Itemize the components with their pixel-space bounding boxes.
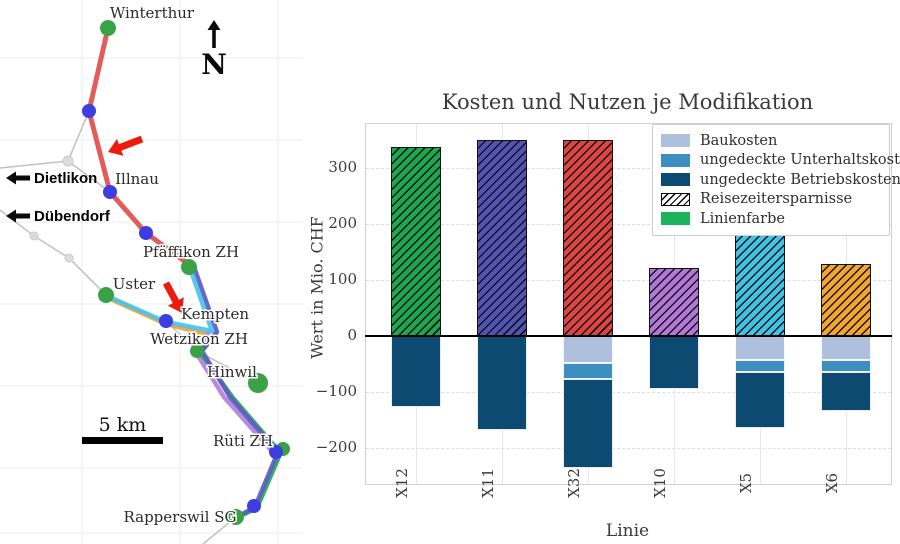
bar-positive bbox=[563, 140, 613, 336]
x-tick-text: X5 bbox=[737, 472, 755, 494]
station-dot-blue bbox=[139, 226, 153, 240]
y-tick-label: 100 bbox=[328, 269, 357, 288]
y-gridline bbox=[366, 223, 891, 225]
station-dot-blue bbox=[247, 499, 261, 513]
station-dot-gray bbox=[29, 231, 39, 241]
legend-swatch-icon bbox=[661, 212, 690, 226]
y-tick-label: 0 bbox=[347, 325, 357, 344]
legend-label: Baukosten bbox=[700, 132, 778, 149]
station-dot-gray bbox=[62, 155, 74, 167]
y-gridline bbox=[366, 392, 891, 394]
bar-negative-segment bbox=[563, 335, 613, 363]
bar-positive bbox=[391, 146, 441, 336]
legend-row: Linienfarbe bbox=[661, 209, 881, 229]
station-label: Wetzikon ZH bbox=[150, 330, 248, 348]
attention-arrow bbox=[108, 135, 144, 156]
scale-label: 5 km bbox=[99, 414, 147, 436]
rail-line bbox=[0, 209, 107, 296]
chart-title: Kosten und Nutzen je Modifikation bbox=[441, 90, 814, 114]
y-gridline bbox=[366, 279, 891, 281]
x-tick-text: X6 bbox=[823, 472, 841, 494]
route-line-X5-cyan bbox=[104, 265, 215, 334]
bar-positive bbox=[735, 234, 785, 336]
y-tick-label: 200 bbox=[328, 213, 357, 232]
bar-negative-segment bbox=[391, 335, 441, 407]
network-map: Dietlikon Dübendorf N 5 km Winterthur Illnau P… bbox=[0, 0, 303, 544]
station-dot-blue bbox=[269, 445, 283, 459]
bar-positive bbox=[477, 139, 527, 336]
y-tick-label: −100 bbox=[315, 382, 357, 401]
legend-swatch-icon bbox=[661, 173, 690, 187]
legend-label: Linienfarbe bbox=[700, 210, 785, 227]
station-dot-blue bbox=[159, 314, 173, 328]
x-tick-text: X10 bbox=[651, 468, 669, 498]
route-line-X10-purple bbox=[192, 328, 273, 452]
bar-negative-segment bbox=[821, 335, 871, 361]
route-line-X12-green bbox=[197, 331, 284, 521]
bar-negative-segment bbox=[821, 360, 871, 373]
station-dot-green bbox=[181, 259, 197, 275]
bar-negative-segment bbox=[563, 378, 613, 468]
chart-legend: Baukosten ungedeckte Unterhaltskosten unge… bbox=[652, 124, 900, 236]
bar-negative-segment bbox=[821, 372, 871, 412]
station-dot-blue bbox=[82, 104, 96, 118]
legend-row: Reisezeitersparnisse bbox=[661, 190, 881, 210]
compass-arrow-icon bbox=[207, 20, 221, 48]
legend-swatch-icon bbox=[661, 134, 690, 148]
bar-negative-segment bbox=[735, 360, 785, 373]
bar-negative-segment bbox=[563, 362, 613, 379]
y-gridline bbox=[366, 167, 891, 169]
offmap-arrow bbox=[6, 209, 30, 223]
station-dot-gray bbox=[64, 253, 74, 263]
bar-negative-segment bbox=[649, 335, 699, 390]
bar-negative-segment bbox=[735, 335, 785, 361]
scale-bar bbox=[82, 437, 163, 444]
legend-label: ungedeckte Unterhaltskosten bbox=[700, 152, 900, 169]
offmap-label: Dietlikon bbox=[34, 170, 97, 187]
station-label: Pfäffikon ZH bbox=[143, 243, 239, 261]
station-dot-green bbox=[98, 287, 114, 303]
x-tick-text: X11 bbox=[479, 468, 497, 498]
legend-row: ungedeckte Unterhaltskosten bbox=[661, 151, 900, 171]
legend-swatch-icon bbox=[661, 153, 690, 167]
attention-arrow bbox=[162, 281, 184, 313]
legend-row: ungedeckte Betriebskosten bbox=[661, 170, 900, 190]
bar-positive bbox=[649, 267, 699, 336]
y-tick-label: −200 bbox=[315, 438, 357, 457]
station-label: Illnau bbox=[115, 170, 159, 188]
rail-line bbox=[67, 160, 111, 193]
station-label: Hinwil bbox=[207, 363, 257, 381]
cost-benefit-chart: Kosten und Nutzen je Modifikation Wert i… bbox=[303, 0, 900, 544]
station-label: Uster bbox=[113, 275, 156, 293]
route-line-X11-indigo bbox=[191, 264, 281, 520]
offmap-arrow bbox=[6, 171, 30, 185]
legend-label: ungedeckte Betriebskosten bbox=[700, 171, 900, 188]
bar-negative-segment bbox=[477, 335, 527, 431]
station-dot-green bbox=[248, 373, 268, 393]
compass-label: N bbox=[201, 48, 227, 81]
x-axis-label: Linie bbox=[605, 521, 650, 541]
station-dot-green bbox=[100, 20, 116, 36]
station-dot-blue bbox=[103, 185, 117, 199]
legend-row: Baukosten bbox=[661, 131, 881, 151]
station-dot-green bbox=[228, 509, 244, 525]
bar-negative-segment bbox=[735, 372, 785, 429]
bar-positive bbox=[821, 263, 871, 336]
station-dot-green bbox=[190, 344, 204, 358]
station-label: Kempten bbox=[181, 305, 249, 323]
y-tick-label: 300 bbox=[328, 157, 357, 176]
zero-line bbox=[365, 334, 892, 338]
station-label: Rüti ZH bbox=[213, 432, 273, 450]
station-label: Winterthur bbox=[110, 4, 195, 22]
y-gridline bbox=[366, 448, 891, 450]
x-tick-text: X12 bbox=[393, 468, 411, 498]
route-line-X32-red bbox=[86, 25, 190, 266]
legend-label: Reisezeitersparnisse bbox=[700, 191, 853, 208]
offmap-label: Dübendorf bbox=[34, 208, 111, 225]
legend-swatch-icon bbox=[661, 192, 690, 206]
station-label: Rapperswil SG bbox=[124, 508, 237, 526]
